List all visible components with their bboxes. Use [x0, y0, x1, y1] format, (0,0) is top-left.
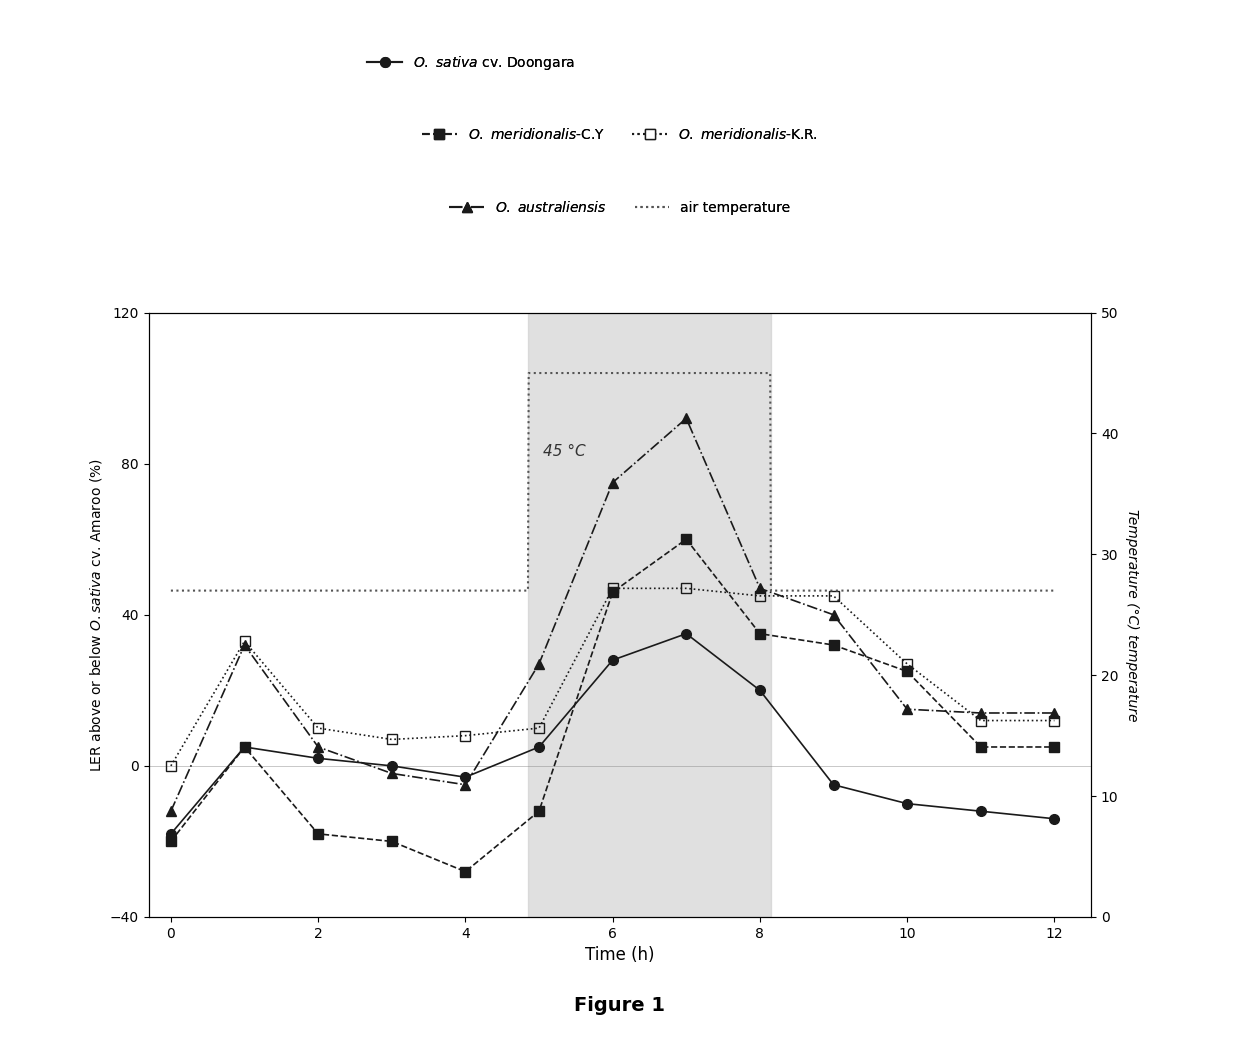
Y-axis label: Temperature (°C) temperature: Temperature (°C) temperature	[1126, 508, 1140, 721]
X-axis label: Time (h): Time (h)	[585, 946, 655, 964]
Legend: $O.$ $meridionalis$-C.Y, $O.$ $meridionalis$-K.R.: $O.$ $meridionalis$-C.Y, $O.$ $meridiona…	[417, 122, 823, 148]
Text: 45 °C: 45 °C	[543, 444, 585, 460]
Legend: $O.$ $sativa$ cv. Doongara: $O.$ $sativa$ cv. Doongara	[362, 49, 580, 78]
Y-axis label: LER above or below $O. sativa$ cv. Amaroo (%): LER above or below $O. sativa$ cv. Amaro…	[88, 457, 104, 772]
Text: Figure 1: Figure 1	[574, 996, 666, 1015]
Bar	[528, 313, 771, 917]
Legend: $O.$ $australiensis$, air temperature: $O.$ $australiensis$, air temperature	[444, 195, 796, 221]
